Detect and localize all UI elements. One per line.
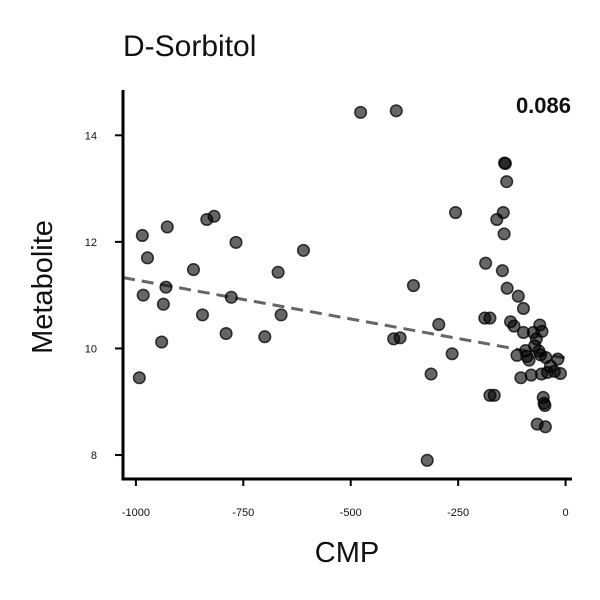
y-tick-label: 12 [85,237,97,249]
data-point [500,281,514,295]
data-point [136,288,150,302]
data-point [271,265,285,279]
data-point [538,398,552,413]
data-point [389,104,403,118]
x-axis-label: CMP [315,537,379,569]
data-point [487,388,501,402]
y-tick-label: 10 [85,343,97,355]
x-tick-label: -500 [340,507,362,519]
y-tick-label: 14 [85,130,97,142]
data-point [155,335,169,349]
trendline [122,276,566,360]
data-point [135,228,149,243]
data-point [156,297,170,311]
data-point [449,206,463,220]
x-tick-label: 0 [562,507,568,519]
data-point [207,209,221,223]
data-point [224,290,238,304]
data-point [507,319,521,333]
data-point [553,366,567,381]
y-tick-label: 8 [91,450,97,462]
data-point [140,251,155,265]
data-point [432,317,446,332]
points-layer [132,104,567,467]
data-point [219,326,233,341]
data-point [551,352,565,366]
y-axis-ticks: 8 10 12 14 [85,130,123,462]
data-point [498,156,512,171]
data-point [483,311,497,325]
data-point [516,301,530,316]
x-tick-label: -250 [447,507,469,519]
data-point [511,289,525,303]
data-point [424,367,438,381]
data-point [406,279,421,293]
data-point [538,420,552,434]
data-point [479,256,493,270]
data-point [132,371,146,385]
data-point [195,308,210,322]
data-point [274,308,288,322]
correlation-annotation: 0.086 [516,93,571,118]
data-point [258,330,272,344]
data-point [354,105,368,119]
trendline-layer [122,276,566,360]
y-axis-label: Metabolite [27,220,59,354]
data-point [445,347,459,361]
data-point [420,453,434,467]
data-point [229,235,243,249]
data-point [535,324,549,338]
data-point [497,227,511,241]
x-tick-label: -1000 [122,507,150,519]
data-point [159,280,173,294]
data-point [500,175,514,189]
data-point [296,243,311,257]
x-tick-label: -750 [232,507,254,519]
data-point [495,264,509,278]
data-point [160,220,174,234]
data-point [186,263,201,277]
chart-title: D-Sorbitol [123,30,256,63]
data-point [522,353,536,367]
data-point [496,206,510,220]
data-point [393,331,407,345]
x-axis-ticks: -1000 -750 -500 -250 0 [122,479,569,519]
